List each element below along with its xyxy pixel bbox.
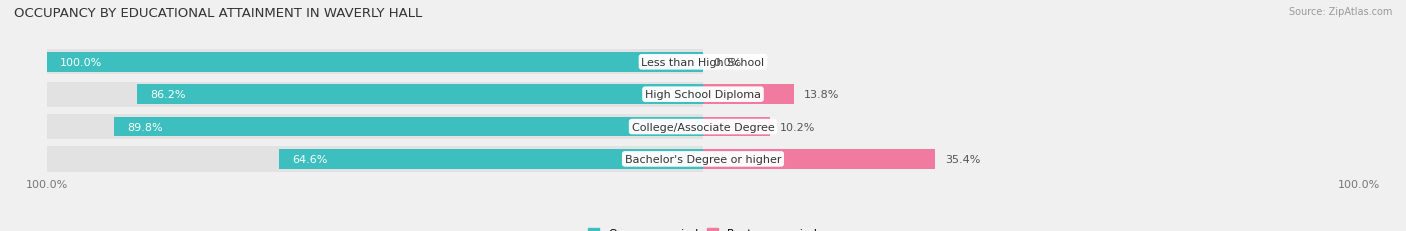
Bar: [280, 149, 703, 169]
Text: 0.0%: 0.0%: [713, 58, 741, 67]
Bar: [703, 85, 793, 104]
Bar: [114, 117, 703, 137]
Bar: [46, 53, 703, 72]
Bar: [46, 147, 703, 172]
Bar: [703, 149, 935, 169]
Text: 13.8%: 13.8%: [803, 90, 839, 100]
Bar: [703, 117, 770, 137]
Text: 100.0%: 100.0%: [25, 179, 67, 189]
Text: Less than High School: Less than High School: [641, 58, 765, 67]
Legend: Owner-occupied, Renter-occupied: Owner-occupied, Renter-occupied: [583, 223, 823, 231]
Bar: [46, 82, 703, 107]
Text: Source: ZipAtlas.com: Source: ZipAtlas.com: [1288, 7, 1392, 17]
Bar: [138, 85, 703, 104]
Text: Bachelor's Degree or higher: Bachelor's Degree or higher: [624, 154, 782, 164]
Text: 10.2%: 10.2%: [780, 122, 815, 132]
Text: 89.8%: 89.8%: [127, 122, 163, 132]
Text: 100.0%: 100.0%: [1339, 179, 1381, 189]
Bar: [46, 114, 703, 140]
Text: OCCUPANCY BY EDUCATIONAL ATTAINMENT IN WAVERLY HALL: OCCUPANCY BY EDUCATIONAL ATTAINMENT IN W…: [14, 7, 422, 20]
Text: High School Diploma: High School Diploma: [645, 90, 761, 100]
Text: 64.6%: 64.6%: [292, 154, 328, 164]
Text: 86.2%: 86.2%: [150, 90, 186, 100]
Text: 100.0%: 100.0%: [60, 58, 103, 67]
Text: 35.4%: 35.4%: [945, 154, 980, 164]
Bar: [46, 50, 703, 75]
Text: College/Associate Degree: College/Associate Degree: [631, 122, 775, 132]
